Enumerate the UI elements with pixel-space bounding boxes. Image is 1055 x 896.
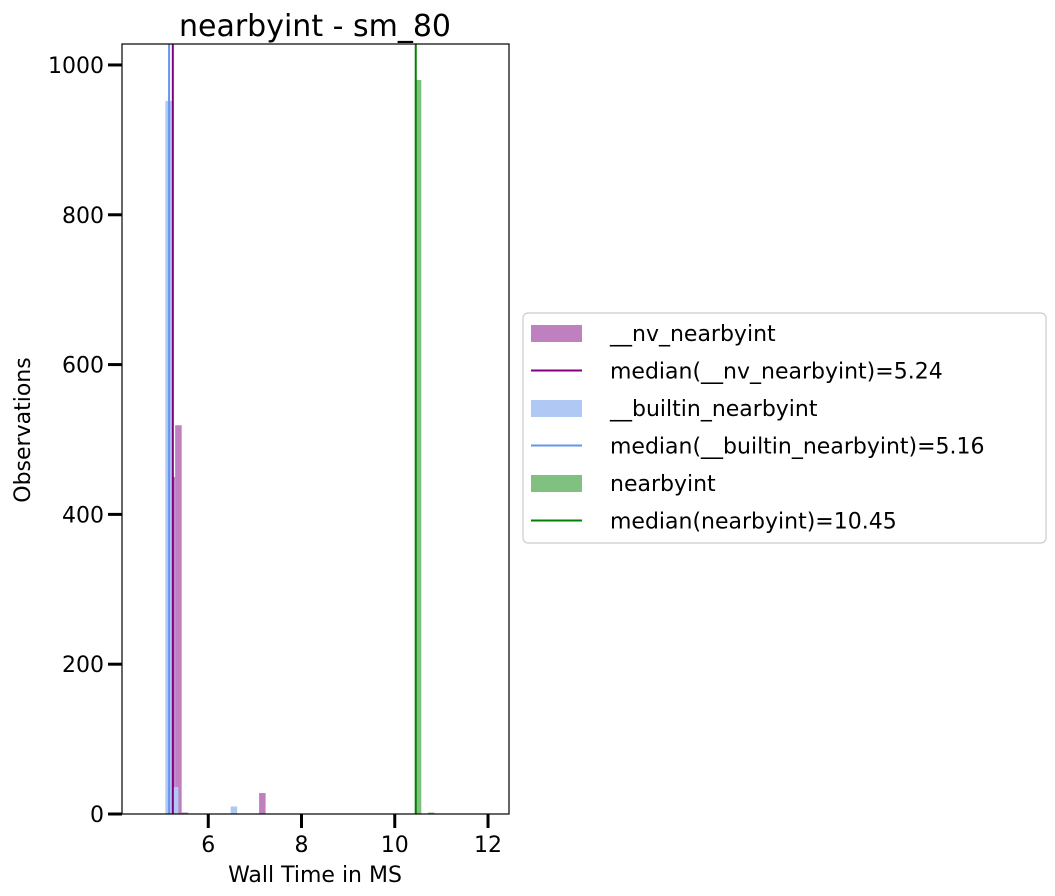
y-tick-label: 800 — [62, 204, 104, 229]
legend-frame — [522, 312, 1047, 544]
legend-swatch-builtinnearbyint — [531, 400, 582, 417]
legend-median-label-builtinnearbyint: median(__builtin_nearbyint)=5.16 — [610, 435, 985, 460]
legend-label-builtinnearbyint: __builtin_nearbyint — [609, 397, 818, 422]
x-tick-label: 12 — [474, 833, 502, 858]
x-axis-title: Wall Time in MS — [228, 863, 402, 888]
bar-builtinnearbyint-1 — [171, 787, 179, 814]
histogram-bars — [165, 79, 435, 814]
chart-title: nearbyint - sm_80 — [179, 9, 451, 44]
y-axis-title: Observations — [11, 357, 36, 502]
plot-frame — [121, 43, 510, 815]
legend-label-nearbyint: nearbyint — [610, 472, 716, 497]
bar-nvnearbyint-3 — [259, 793, 266, 814]
bar-builtinnearbyint-2 — [230, 806, 238, 814]
y-tick-label: 0 — [90, 803, 104, 828]
x-tick-label: 10 — [381, 833, 409, 858]
y-tick-label: 200 — [62, 653, 104, 678]
y-tick-label: 1000 — [48, 54, 104, 79]
legend: __nv_nearbyint median(__nv_nearbyint)=5.2… — [522, 312, 1047, 544]
legend-swatch-nvnearbyint — [531, 325, 582, 342]
y-axis: 0 200 400 600 800 1000 — [48, 54, 122, 828]
legend-median-label-nvnearbyint: median(__nv_nearbyint)=5.24 — [610, 360, 943, 385]
legend-median-label-nearbyint: median(nearbyint)=10.45 — [610, 510, 897, 535]
bar-nearbyint-1 — [427, 812, 435, 814]
legend-swatch-nearbyint — [531, 475, 582, 492]
median-lines — [168, 44, 417, 814]
x-axis: 6 8 10 12 — [201, 814, 502, 858]
bar-nvnearbyint-2 — [181, 812, 189, 814]
y-tick-label: 600 — [62, 354, 104, 379]
bar-nvnearbyint-1 — [175, 425, 182, 814]
y-tick-label: 400 — [62, 503, 104, 528]
bar-nearbyint-0 — [414, 79, 422, 814]
legend-label-nvnearbyint: __nv_nearbyint — [609, 322, 776, 347]
x-tick-label: 6 — [201, 833, 215, 858]
x-tick-label: 8 — [295, 833, 309, 858]
